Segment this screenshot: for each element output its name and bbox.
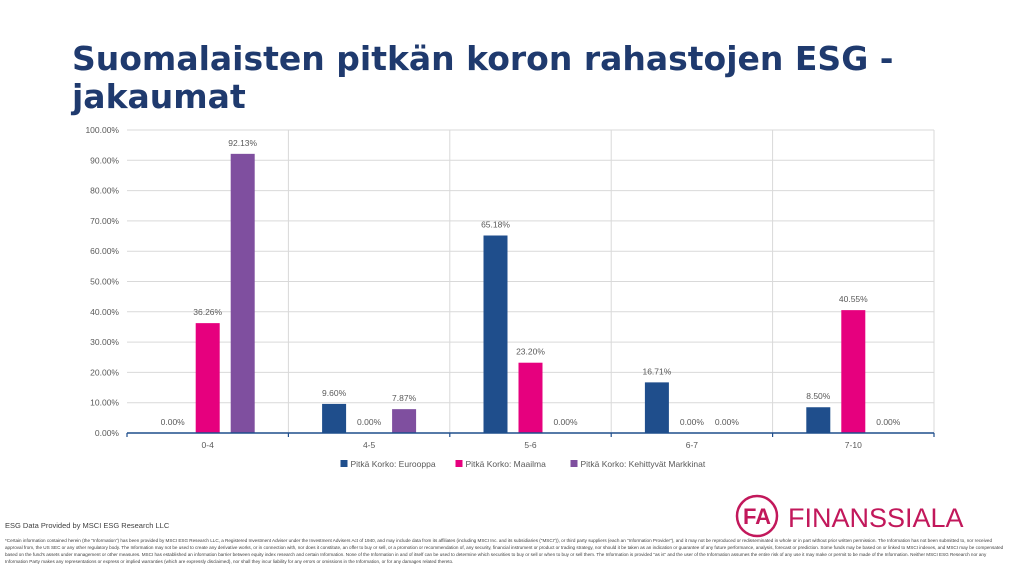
bar (322, 403, 347, 433)
y-tick-label: 100.00% (85, 125, 119, 135)
msci-disclaimer: *Certain information contained herein (t… (5, 538, 1004, 564)
y-tick-label: 20.00% (90, 367, 119, 377)
legend: Pitkä Korko: Eurooppa Pitkä Korko: Maailm… (340, 459, 706, 469)
bar (841, 310, 866, 433)
data-label: 36.26% (193, 307, 222, 317)
data-label: 40.55% (839, 294, 868, 304)
legend-swatch (570, 460, 578, 467)
bar (518, 362, 543, 433)
data-label: 0.00% (357, 417, 382, 427)
x-tick-label: 5-6 (524, 440, 537, 450)
data-label: 16.71% (642, 366, 671, 376)
category-separators (287, 130, 935, 433)
y-tick-label: 90.00% (90, 155, 119, 165)
legend-label: Pitkä Korko: Kehittyvät Markkinat (581, 459, 706, 469)
legend-swatch (340, 460, 348, 467)
data-label: 0.00% (553, 417, 578, 427)
logo-monogram: FA (743, 504, 771, 529)
logo-wordmark: FINANSSIALA (788, 503, 964, 533)
data-label: 65.18% (481, 220, 510, 230)
gridlines (127, 129, 934, 404)
x-tick-label: 7-10 (845, 440, 862, 450)
x-tick-label: 0-4 (202, 440, 215, 450)
data-label: 0.00% (715, 417, 740, 427)
y-tick-label: 40.00% (90, 307, 119, 317)
legend-label: Pitkä Korko: Maailma (466, 459, 547, 469)
logo-circle-icon (735, 494, 779, 538)
x-axis: 0-4 4-5 5-6 6-7 7-10 (126, 432, 935, 450)
data-label: 0.00% (680, 417, 705, 427)
legend-swatch (455, 460, 463, 467)
y-tick-label: 0.00% (95, 428, 120, 438)
bar (806, 407, 831, 433)
data-labels: 0.00% 36.26% 92.13% 9.60% 0.00% 7.87% 65.18% 23… (161, 138, 901, 427)
finanssiala-logo: FA FINANSSIALA (735, 494, 964, 538)
y-tick-label: 30.00% (90, 337, 119, 347)
x-tick-label: 4-5 (363, 440, 376, 450)
y-tick-label: 10.00% (90, 398, 119, 408)
data-label: 92.13% (228, 138, 257, 148)
x-tick-label: 6-7 (686, 440, 699, 450)
data-label: 8.50% (806, 391, 831, 401)
legend-label: Pitkä Korko: Eurooppa (351, 459, 436, 469)
data-label: 7.87% (392, 393, 417, 403)
bar (195, 323, 220, 433)
y-axis-ticks: 0.00% 10.00% 20.00% 30.00% 40.00% 50.00% 60.00… (85, 125, 119, 438)
data-label: 0.00% (161, 417, 186, 427)
y-tick-label: 60.00% (90, 246, 119, 256)
bar (230, 153, 255, 433)
page-title: Suomalaisten pitkän koron rahastojen ESG… (72, 39, 894, 116)
data-label: 23.20% (516, 347, 545, 357)
bar (483, 235, 508, 433)
data-label: 9.60% (322, 388, 347, 398)
bar (392, 409, 417, 433)
data-label: 0.00% (876, 417, 901, 427)
bar-chart: 0.00% 10.00% 20.00% 30.00% 40.00% 50.00% 60.00… (85, 125, 935, 469)
bar (644, 382, 669, 433)
y-tick-label: 80.00% (90, 186, 119, 196)
bars (195, 153, 866, 433)
source-note: ESG Data Provided by MSCI ESG Research L… (5, 521, 170, 530)
y-tick-label: 70.00% (90, 216, 119, 226)
y-tick-label: 50.00% (90, 277, 119, 287)
